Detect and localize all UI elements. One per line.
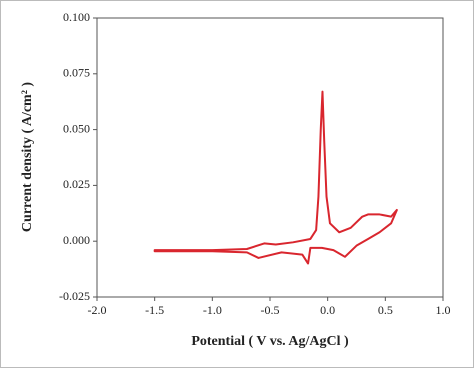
x-tick-label: 1.0 [436,303,451,317]
y-axis-title: Current density ( A/cm² ) [20,82,35,232]
y-tick-label: 0.025 [63,177,90,191]
cv-curve [153,90,398,265]
y-tick-label: -0.025 [59,289,90,303]
y-tick-label: 0.075 [63,66,90,80]
x-tick-label: 0.0 [320,303,335,317]
x-tick-label: -1.0 [203,303,222,317]
x-tick-label: -2.0 [88,303,107,317]
y-tick-label: 0.000 [63,233,90,247]
y-tick-label: 0.050 [63,121,90,135]
x-tick-label: 0.5 [378,303,393,317]
y-tick-label: 0.100 [63,10,90,24]
x-tick-label: -0.5 [261,303,280,317]
x-tick-label: -1.5 [145,303,164,317]
x-axis-title: Potential ( V vs. Ag/AgCl ) [191,334,349,349]
